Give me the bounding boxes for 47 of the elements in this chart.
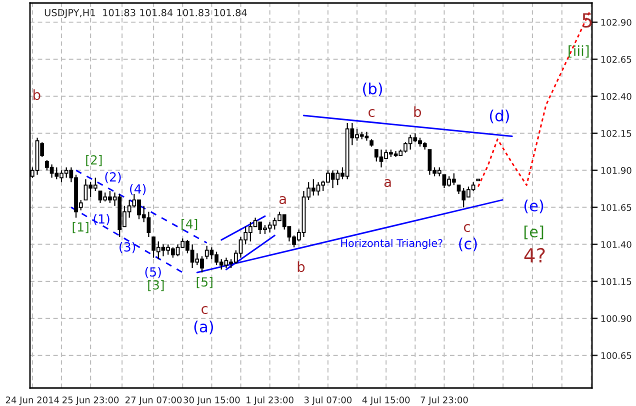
annotation: [3] xyxy=(148,280,164,292)
annotation: c xyxy=(202,306,208,314)
annotation: [4] xyxy=(182,218,198,230)
annotation: Horizontal Triangle? xyxy=(341,238,442,250)
annotation: c xyxy=(368,109,375,118)
y-tick-label: 101.15 xyxy=(601,278,632,285)
annotation: (4) xyxy=(130,184,146,196)
annotation: a xyxy=(279,196,286,204)
x-tick-label: 27 Jun 07:00 xyxy=(126,396,182,405)
annotation: (e) xyxy=(524,200,544,214)
x-tick-label: 4 Jul 15:00 xyxy=(362,396,410,405)
annotation: b xyxy=(34,89,40,100)
annotation: [5] xyxy=(196,276,212,288)
annotation: (1) xyxy=(94,214,110,226)
x-tick-label: 25 Jun 23:00 xyxy=(62,396,119,405)
annotation: (2) xyxy=(105,172,121,184)
y-tick-label: 102.65 xyxy=(601,56,632,63)
y-tick-label: 101.65 xyxy=(601,204,632,211)
annotation: b xyxy=(298,261,305,272)
x-tick-label: 1 Jul 23:00 xyxy=(246,396,294,405)
annotation: (b) xyxy=(363,82,382,96)
line-series xyxy=(477,11,590,188)
y-tick-label: 100.90 xyxy=(601,315,632,322)
y-tick-label: 102.40 xyxy=(601,93,632,100)
y-tick-label: 101.90 xyxy=(601,167,632,174)
y-tick-label: 102.90 xyxy=(601,18,632,26)
annotation: (a) xyxy=(194,320,213,334)
y-tick-label: 100.65 xyxy=(601,352,632,359)
annotation: (5) xyxy=(145,266,161,278)
text: USDJPY,H1 101.83 101.84 101.83 101.84 xyxy=(44,8,247,18)
annotation: (d) xyxy=(490,110,509,124)
y-tick-label: 102.15 xyxy=(601,130,632,137)
annotation: [e] xyxy=(524,226,544,240)
x-tick-label: 24 Jun 2014 xyxy=(6,396,60,405)
annotation: b xyxy=(414,106,422,118)
y-tick-label: 101.40 xyxy=(601,241,632,248)
annotation: 4? xyxy=(524,248,545,262)
x-tick-label: 7 Jul 23:00 xyxy=(420,396,468,405)
annotation: [1] xyxy=(72,222,88,234)
annotation: [2] xyxy=(86,154,102,166)
annotation: c xyxy=(464,224,470,232)
annotation: (c) xyxy=(459,238,477,252)
x-tick-label: 3 Jul 07:00 xyxy=(304,396,352,405)
annotation: (3) xyxy=(120,242,136,254)
annotation: a xyxy=(384,179,391,188)
annotation: [iii] xyxy=(568,45,589,58)
x-tick-label: 30 Jun 15:00 xyxy=(184,396,240,405)
